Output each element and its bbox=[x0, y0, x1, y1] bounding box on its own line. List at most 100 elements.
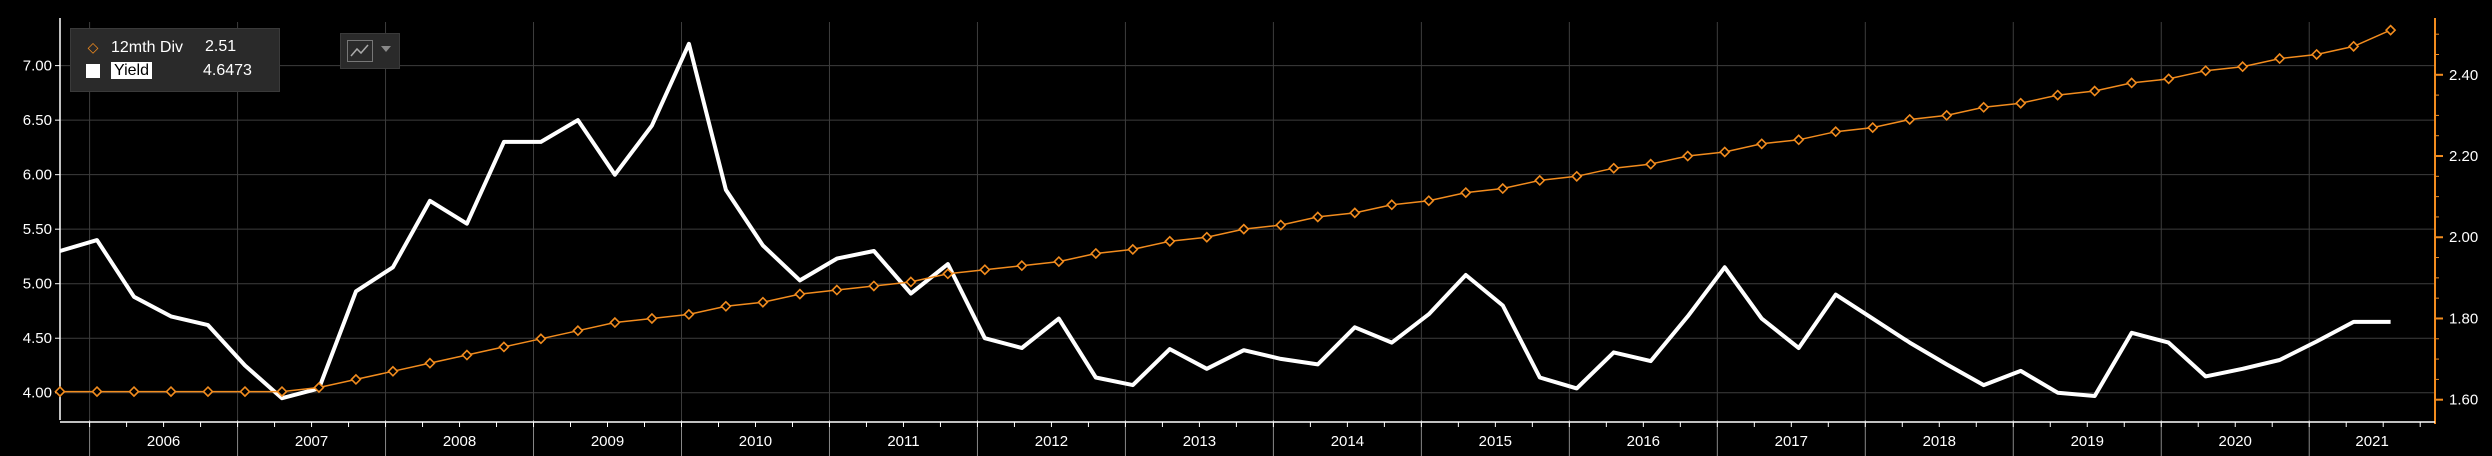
y-left-tick-label: 6.00 bbox=[23, 167, 52, 184]
y-right-tick-label: 2.00 bbox=[2449, 229, 2478, 246]
series-point-div bbox=[868, 280, 880, 292]
diamond-icon: ◇ bbox=[87, 39, 99, 55]
series-point-div bbox=[1978, 101, 1990, 113]
series-point-div bbox=[1682, 150, 1694, 162]
series-point-div bbox=[794, 288, 806, 300]
series-point-div bbox=[1608, 162, 1620, 174]
series-point-div bbox=[720, 300, 732, 312]
series-point-div bbox=[54, 385, 66, 398]
series-point-div bbox=[646, 312, 658, 325]
series-point-div bbox=[2015, 97, 2027, 109]
series-point-div bbox=[1645, 158, 1657, 170]
y-left-tick-label: 5.00 bbox=[23, 276, 52, 293]
series-point-div bbox=[1016, 260, 1028, 272]
series-point-div bbox=[461, 349, 473, 361]
series-point-div bbox=[609, 316, 621, 329]
series-point-div bbox=[2237, 61, 2249, 73]
series-point-div bbox=[1090, 247, 1102, 260]
series-point-div bbox=[128, 385, 140, 398]
x-tick-label: 2008 bbox=[443, 433, 476, 450]
series-point-div bbox=[1904, 113, 1916, 126]
x-tick-label: 2007 bbox=[295, 433, 328, 450]
series-point-div bbox=[757, 296, 769, 308]
series-point-div bbox=[535, 333, 547, 345]
legend-item-yield[interactable]: Yield 4.6473 bbox=[85, 61, 252, 81]
x-tick-label: 2020 bbox=[2219, 433, 2252, 450]
series-point-div bbox=[1719, 146, 1731, 158]
series-point-div bbox=[1534, 174, 1546, 187]
series-point-div bbox=[2310, 48, 2323, 61]
x-tick-label: 2012 bbox=[1035, 433, 1068, 450]
series-point-div bbox=[1053, 255, 1065, 268]
y-left-tick-label: 4.50 bbox=[23, 330, 52, 347]
legend-value-div: 2.51 bbox=[205, 38, 237, 55]
series-point-div bbox=[831, 284, 843, 296]
series-point-div bbox=[1571, 170, 1583, 182]
series-point-div bbox=[350, 373, 362, 386]
legend-item-div[interactable]: ◇ 12mth Div 2.51 bbox=[85, 37, 237, 57]
series-point-div bbox=[1201, 231, 1213, 243]
legend-label-div: 12mth Div bbox=[111, 39, 184, 56]
line-chart-icon[interactable] bbox=[347, 40, 373, 62]
series-point-div bbox=[1275, 219, 1287, 231]
series-point-div bbox=[239, 385, 251, 398]
x-tick-label: 2018 bbox=[1923, 433, 1956, 450]
series-point-div bbox=[942, 268, 954, 280]
square-icon bbox=[85, 61, 101, 81]
series-point-div bbox=[1164, 235, 1176, 247]
series-point-div bbox=[2126, 77, 2138, 89]
series-point-div bbox=[2052, 89, 2064, 101]
series-point-div bbox=[2273, 52, 2286, 65]
series-point-div bbox=[1312, 211, 1324, 223]
x-tick-label: 2009 bbox=[591, 433, 624, 450]
x-tick-label: 2006 bbox=[147, 433, 180, 450]
series-point-div bbox=[1349, 207, 1361, 219]
series-point-div bbox=[2089, 85, 2101, 97]
series-point-div bbox=[313, 381, 325, 394]
series-point-div bbox=[1941, 109, 1953, 122]
series-point-div bbox=[2384, 24, 2397, 36]
y-left-tick-label: 4.00 bbox=[23, 385, 52, 402]
series-point-div bbox=[91, 385, 103, 398]
series-point-div bbox=[2200, 65, 2212, 77]
series-point-div bbox=[1127, 243, 1139, 256]
x-tick-label: 2010 bbox=[739, 433, 772, 450]
series-point-div bbox=[1867, 121, 1879, 134]
series-point-div bbox=[1386, 199, 1398, 211]
legend-value-yield: 4.6473 bbox=[203, 62, 252, 79]
series-point-div bbox=[498, 341, 510, 353]
series-point-div bbox=[2347, 40, 2360, 52]
x-tick-label: 2019 bbox=[2071, 433, 2104, 450]
legend-label-yield: Yield bbox=[111, 62, 152, 79]
series-point-div bbox=[1497, 182, 1509, 195]
x-tick-label: 2014 bbox=[1331, 433, 1364, 450]
series-point-div bbox=[979, 264, 991, 276]
x-tick-label: 2011 bbox=[887, 433, 919, 450]
x-tick-label: 2015 bbox=[1479, 433, 1512, 450]
x-tick-label: 2016 bbox=[1627, 433, 1660, 450]
chevron-down-icon[interactable] bbox=[381, 46, 391, 52]
chart-type-control[interactable] bbox=[340, 33, 400, 69]
series-point-div bbox=[1460, 186, 1472, 199]
y-right-tick-label: 2.40 bbox=[2449, 67, 2478, 84]
y-right-tick-label: 1.60 bbox=[2449, 392, 2478, 409]
series-point-div bbox=[2163, 73, 2175, 85]
series-point-div bbox=[1238, 223, 1250, 235]
legend: ◇ 12mth Div 2.51 Yield 4.6473 bbox=[70, 28, 280, 92]
series-point-div bbox=[905, 276, 917, 288]
series-point-div bbox=[1756, 138, 1768, 150]
y-right-tick-label: 1.80 bbox=[2449, 310, 2478, 327]
series-point-div bbox=[276, 385, 288, 398]
y-left-tick-label: 5.50 bbox=[23, 221, 52, 238]
series-point-div bbox=[1830, 126, 1842, 138]
series-point-div bbox=[387, 365, 399, 377]
y-left-tick-label: 6.50 bbox=[23, 112, 52, 129]
y-right-tick-label: 2.20 bbox=[2449, 148, 2478, 165]
series-point-div bbox=[1793, 134, 1805, 146]
x-tick-label: 2013 bbox=[1183, 433, 1216, 450]
series-point-div bbox=[424, 357, 436, 369]
y-left-tick-label: 7.00 bbox=[23, 58, 52, 75]
x-tick-label: 2017 bbox=[1775, 433, 1808, 450]
series-point-div bbox=[683, 308, 695, 321]
